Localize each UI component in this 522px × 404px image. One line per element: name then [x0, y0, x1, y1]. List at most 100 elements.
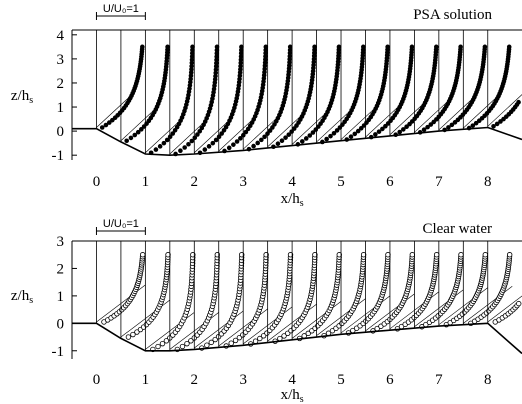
y-tick-label: 1	[57, 289, 65, 305]
x-tick-label: 7	[435, 372, 443, 388]
velocity-point	[211, 141, 216, 146]
velocity-point	[251, 144, 256, 149]
velocity-point	[231, 142, 236, 147]
velocity-point	[385, 45, 390, 50]
x-tick-label: 0	[93, 174, 101, 190]
y-tick-label: -1	[52, 148, 65, 164]
x-axis-title: x/hs	[281, 387, 304, 404]
velocity-point	[165, 45, 170, 50]
x-tick-label: 4	[288, 174, 296, 190]
panel-title: Clear water	[422, 221, 492, 237]
velocity-point	[156, 344, 161, 349]
profile-tangent-line	[317, 109, 352, 142]
x-tick-label: 0	[93, 372, 101, 388]
profile-tangent-line	[463, 96, 498, 129]
velocity-point	[410, 45, 415, 50]
x-tick-label: 3	[239, 372, 247, 388]
x-tick-label: 1	[142, 372, 150, 388]
profile-tangent-line	[268, 114, 303, 147]
y-tick-label: 1	[57, 100, 65, 116]
velocity-point	[300, 139, 305, 144]
velocity-point	[207, 144, 212, 149]
y-axis-title-main: z/h	[11, 88, 30, 104]
velocity-point	[126, 335, 131, 340]
x-tick-label: 2	[191, 174, 199, 190]
velocity-point	[373, 132, 378, 137]
x-tick-label: 4	[288, 372, 296, 388]
x-tick-label: 1	[142, 174, 150, 190]
velocity-point	[205, 343, 210, 348]
velocity-point	[154, 147, 159, 152]
y-tick-label: 2	[57, 76, 65, 92]
x-tick-label: 3	[239, 174, 247, 190]
velocity-point	[255, 141, 260, 146]
velocity-point	[434, 45, 439, 50]
x-axis-title-main: x/h	[281, 387, 301, 403]
x-tick-label: 8	[484, 372, 492, 388]
y-tick-label: 0	[57, 124, 65, 140]
profile-tangent-line	[219, 118, 254, 151]
velocity-point	[229, 341, 234, 346]
y-tick-label: 3	[57, 52, 65, 68]
velocity-point	[124, 138, 129, 143]
x-tick-label: 5	[337, 174, 345, 190]
velocity-point	[253, 339, 258, 344]
velocity-point	[178, 148, 183, 153]
velocity-point	[349, 134, 354, 139]
velocity-point	[227, 146, 232, 151]
velocity-point	[278, 336, 283, 341]
velocity-point	[304, 136, 309, 141]
y-axis-title-sub: s	[29, 295, 33, 306]
velocity-point	[280, 138, 285, 143]
x-axis-title-main: x/h	[281, 191, 301, 207]
velocity-point	[516, 100, 521, 105]
velocity-point	[182, 145, 187, 150]
profile-tangent-line	[414, 100, 449, 133]
velocity-point	[458, 45, 463, 50]
y-tick-label: 2	[57, 261, 65, 277]
velocity-point	[276, 141, 281, 146]
profile-tangent-line	[390, 102, 425, 135]
profile-tangent-line	[439, 97, 474, 130]
velocity-point	[507, 252, 512, 257]
x-axis-title: x/hs	[281, 191, 304, 209]
x-tick-label: 5	[337, 372, 345, 388]
x-tick-label: 8	[484, 174, 492, 190]
velocity-scale-label: U/U₀=1	[103, 3, 139, 15]
y-axis-title: z/hs	[11, 88, 33, 106]
y-tick-label: 3	[57, 234, 65, 250]
panel-title: PSA solution	[413, 7, 492, 23]
velocity-point	[516, 301, 521, 306]
profile-tangent-line	[145, 120, 180, 152]
velocity-point	[203, 147, 208, 152]
velocity-point	[158, 144, 163, 149]
velocity-point	[140, 45, 145, 50]
y-axis-title-main: z/h	[11, 288, 30, 304]
velocity-point	[459, 252, 464, 257]
profile-tangent-line	[488, 94, 522, 127]
velocity-point	[410, 252, 415, 257]
x-axis-title-sub: s	[300, 198, 304, 209]
x-tick-label: 6	[386, 174, 394, 190]
x-tick-label: 2	[191, 372, 199, 388]
y-tick-label: 0	[57, 316, 65, 332]
velocity-point	[324, 137, 329, 142]
x-axis-title-sub: s	[300, 394, 304, 404]
x-tick-label: 6	[386, 372, 394, 388]
profile-tangent-line	[194, 120, 229, 152]
y-tick-label: -1	[52, 344, 65, 360]
velocity-point	[186, 142, 191, 147]
y-axis-title-sub: s	[29, 95, 33, 106]
velocity-point	[337, 45, 342, 50]
chart-panel-1: -1012340 1 2 3 4 5 6 7 8x/hsz/hsPSA solutionU/U₀…	[11, 3, 522, 209]
velocity-point	[180, 344, 185, 349]
velocity-point	[361, 45, 366, 50]
velocity-point	[434, 252, 439, 257]
velocity-point	[162, 141, 167, 146]
x-tick-label: 7	[435, 174, 443, 190]
profile-tangent-line	[243, 117, 278, 150]
velocity-point	[507, 45, 512, 50]
velocity-point	[129, 136, 134, 141]
profile-tangent-line	[121, 108, 156, 141]
